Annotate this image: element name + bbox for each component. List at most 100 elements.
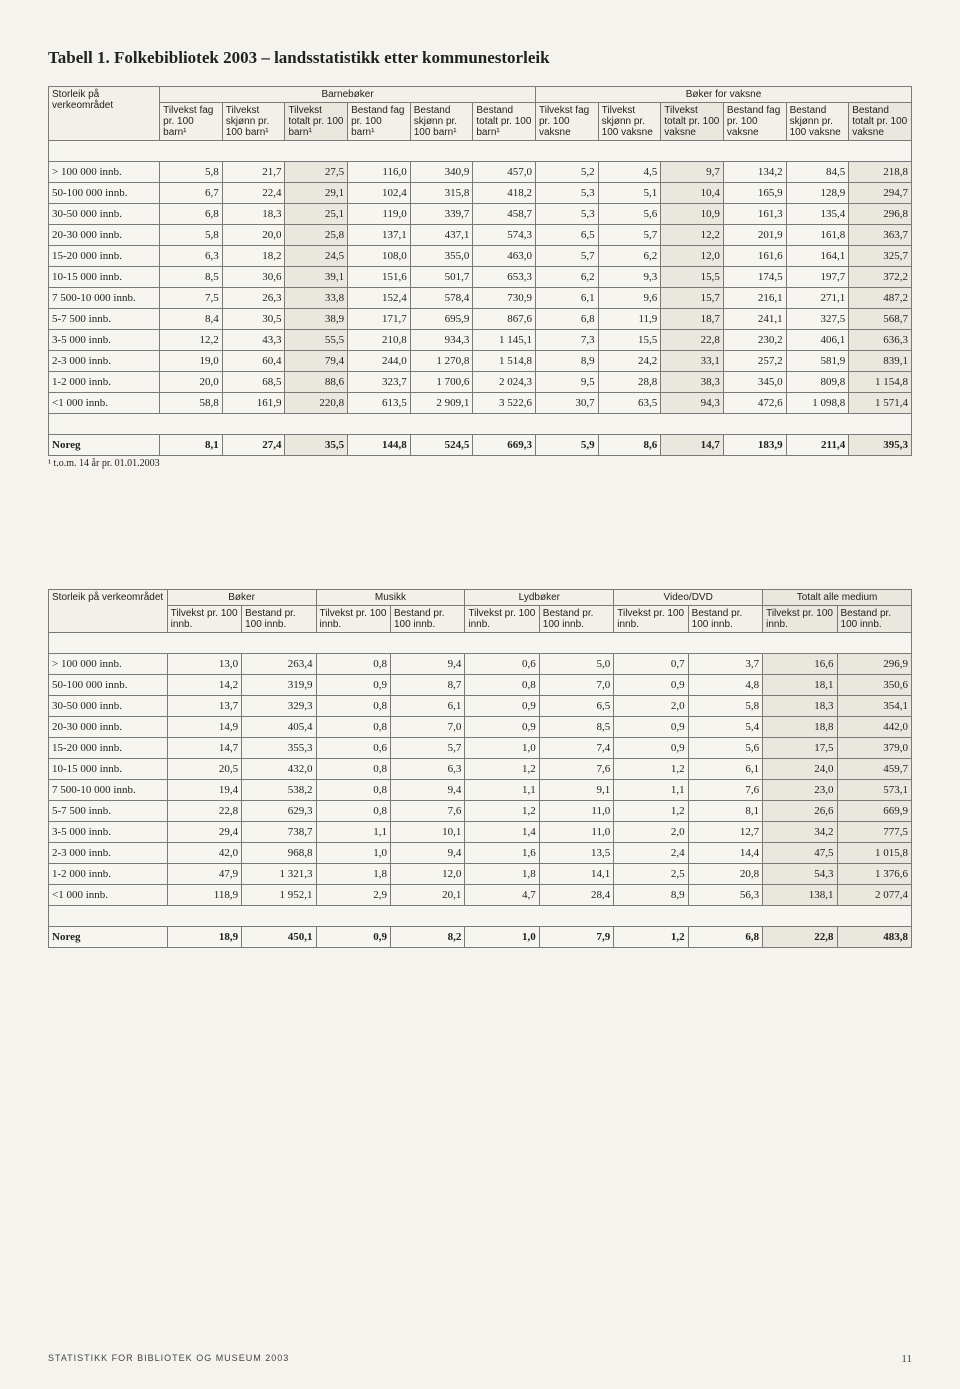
cell: 5,1 xyxy=(598,183,661,204)
cell: 10,1 xyxy=(390,822,464,843)
cell: 138,1 xyxy=(763,885,837,906)
row-label: 2-3 000 innb. xyxy=(49,351,160,372)
t1-col-header: Tilvekst skjønn pr. 100 barn¹ xyxy=(222,103,285,141)
cell: 18,7 xyxy=(661,309,724,330)
cell: 54,3 xyxy=(763,864,837,885)
cell: 39,1 xyxy=(285,267,348,288)
cell: 487,2 xyxy=(849,288,912,309)
cell: 0,8 xyxy=(316,759,390,780)
footer: STATISTIKK FOR BIBLIOTEK OG MUSEUM 2003 … xyxy=(48,1353,912,1365)
cell: 6,8 xyxy=(688,927,762,948)
cell: 220,8 xyxy=(285,393,348,414)
cell: 457,0 xyxy=(473,162,536,183)
cell: 0,9 xyxy=(465,717,539,738)
cell: 345,0 xyxy=(723,372,786,393)
table-row: > 100 000 innb.13,0263,40,89,40,65,00,73… xyxy=(49,654,912,675)
cell: 6,8 xyxy=(536,309,599,330)
total-row: Noreg8,127,435,5144,8524,5669,35,98,614,… xyxy=(49,435,912,456)
table-row: 50-100 000 innb.6,722,429,1102,4315,8418… xyxy=(49,183,912,204)
cell: 8,7 xyxy=(390,675,464,696)
cell: 2 024,3 xyxy=(473,372,536,393)
cell: 14,1 xyxy=(539,864,613,885)
cell: 94,3 xyxy=(661,393,724,414)
cell: 9,4 xyxy=(390,843,464,864)
cell: 1,0 xyxy=(465,927,539,948)
cell: 197,7 xyxy=(786,267,849,288)
cell: 1,2 xyxy=(465,801,539,822)
cell: 1 321,3 xyxy=(242,864,316,885)
cell: 1 145,1 xyxy=(473,330,536,351)
table-row: > 100 000 innb.5,821,727,5116,0340,9457,… xyxy=(49,162,912,183)
cell: 350,6 xyxy=(837,675,911,696)
cell: 0,7 xyxy=(614,654,688,675)
row-label: <1 000 innb. xyxy=(49,393,160,414)
table-row: 1-2 000 innb.20,068,588,6323,71 700,62 0… xyxy=(49,372,912,393)
cell: 0,6 xyxy=(465,654,539,675)
cell: 9,3 xyxy=(598,267,661,288)
cell: 12,0 xyxy=(390,864,464,885)
cell: 29,4 xyxy=(167,822,241,843)
cell: 20,1 xyxy=(390,885,464,906)
cell: 22,8 xyxy=(167,801,241,822)
t2-col-header: Bestand pr. 100 innb. xyxy=(390,606,464,633)
cell: 613,5 xyxy=(348,393,411,414)
cell: 12,2 xyxy=(160,330,223,351)
cell: 1,2 xyxy=(465,759,539,780)
cell: 20,8 xyxy=(688,864,762,885)
cell: 7,6 xyxy=(390,801,464,822)
cell: 18,3 xyxy=(222,204,285,225)
table-row: <1 000 innb.118,91 952,12,920,14,728,48,… xyxy=(49,885,912,906)
cell: 9,4 xyxy=(390,780,464,801)
cell: 271,1 xyxy=(786,288,849,309)
row-label: > 100 000 innb. xyxy=(49,654,168,675)
table-row: 3-5 000 innb.29,4738,71,110,11,411,02,01… xyxy=(49,822,912,843)
cell: 47,9 xyxy=(167,864,241,885)
cell: 161,3 xyxy=(723,204,786,225)
cell: 1 098,8 xyxy=(786,393,849,414)
cell: 501,7 xyxy=(410,267,473,288)
cell: 0,9 xyxy=(316,675,390,696)
table-row: 10-15 000 innb.20,5432,00,86,31,27,61,26… xyxy=(49,759,912,780)
cell: 296,9 xyxy=(837,654,911,675)
cell: 6,7 xyxy=(160,183,223,204)
cell: 1,1 xyxy=(316,822,390,843)
cell: 9,5 xyxy=(536,372,599,393)
cell: 669,3 xyxy=(473,435,536,456)
cell: 16,6 xyxy=(763,654,837,675)
cell: 102,4 xyxy=(348,183,411,204)
row-label: 1-2 000 innb. xyxy=(49,372,160,393)
row-label: > 100 000 innb. xyxy=(49,162,160,183)
t2-col-header: Tilvekst pr. 100 innb. xyxy=(316,606,390,633)
cell: 14,9 xyxy=(167,717,241,738)
cell: 0,8 xyxy=(316,717,390,738)
cell: 354,1 xyxy=(837,696,911,717)
cell: 22,8 xyxy=(661,330,724,351)
t2-group-header: Video/DVD xyxy=(614,590,763,606)
t1-row-header: Storleik på verkeområdet xyxy=(49,87,160,141)
cell: 1,0 xyxy=(465,738,539,759)
cell: 108,0 xyxy=(348,246,411,267)
cell: 29,1 xyxy=(285,183,348,204)
cell: 1 700,6 xyxy=(410,372,473,393)
cell: 1,8 xyxy=(465,864,539,885)
cell: 0,9 xyxy=(614,675,688,696)
cell: 24,5 xyxy=(285,246,348,267)
cell: 934,3 xyxy=(410,330,473,351)
cell: 13,5 xyxy=(539,843,613,864)
cell: 6,3 xyxy=(160,246,223,267)
cell: 151,6 xyxy=(348,267,411,288)
cell: 19,4 xyxy=(167,780,241,801)
cell: 218,8 xyxy=(849,162,912,183)
cell: 13,7 xyxy=(167,696,241,717)
cell: 483,8 xyxy=(837,927,911,948)
cell: 15,5 xyxy=(598,330,661,351)
t1-col-header: Bestand totalt pr. 100 vaksne xyxy=(849,103,912,141)
cell: 5,6 xyxy=(688,738,762,759)
t2-col-header: Bestand pr. 100 innb. xyxy=(837,606,911,633)
t2-col-header: Tilvekst pr. 100 innb. xyxy=(465,606,539,633)
cell: 0,8 xyxy=(316,696,390,717)
cell: 442,0 xyxy=(837,717,911,738)
cell: 14,7 xyxy=(167,738,241,759)
cell: 0,9 xyxy=(614,738,688,759)
page-number: 11 xyxy=(901,1353,912,1365)
